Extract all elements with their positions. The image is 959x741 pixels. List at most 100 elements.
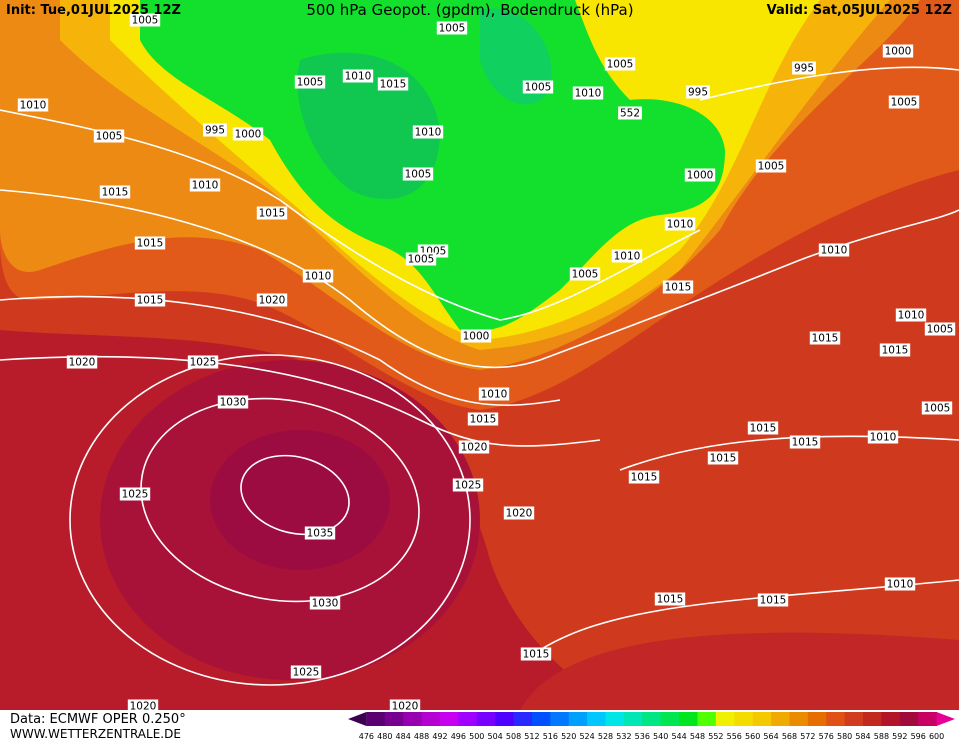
isobar-label-bg <box>217 395 249 409</box>
scale-label: 524 <box>579 732 594 741</box>
isobar-label-bg <box>618 106 642 120</box>
isobar-label-bg <box>342 69 374 83</box>
isobar-label-bg <box>611 249 643 263</box>
isobar-label: 1005 <box>891 97 918 109</box>
scale-arrow <box>936 712 955 726</box>
scale-swatch <box>679 712 698 726</box>
scale-swatch <box>587 712 607 726</box>
isobar-label: 1035 <box>307 528 334 540</box>
isobar-label-bg <box>686 85 710 99</box>
scale-label: 556 <box>727 732 742 741</box>
valid-time: Valid: Sat,05JUL2025 12Z <box>767 3 952 18</box>
isobar-label-bg <box>662 280 694 294</box>
isobar-label: 1010 <box>575 88 602 100</box>
scale-swatch <box>531 712 551 726</box>
scale-label: 476 <box>359 732 374 741</box>
isobar-label: 1010 <box>667 219 694 231</box>
map-title: 500 hPa Geopot. (gpdm), Bodendruck (hPa) <box>306 1 633 19</box>
isobar-label: 1010 <box>614 251 641 263</box>
isobars <box>0 66 959 686</box>
scale-label: 488 <box>414 732 429 741</box>
scale-swatch <box>752 712 772 726</box>
isobar-label-bg <box>792 61 816 75</box>
isobar-label: 1005 <box>927 324 954 336</box>
isobar-label-bg <box>452 478 484 492</box>
scale-swatch <box>366 712 386 726</box>
isobar-label-bg <box>460 329 492 343</box>
scale-swatch <box>918 712 938 726</box>
isobar-label-bg <box>924 322 956 336</box>
scale-label: 588 <box>874 732 889 741</box>
isobar-label: 1000 <box>463 331 490 343</box>
init-time: Init: Tue,01JUL2025 12Z <box>6 3 181 18</box>
isobar-label: 1015 <box>470 414 497 426</box>
isobar-label: 1015 <box>792 437 819 449</box>
scale-label: 492 <box>432 732 447 741</box>
isobar-label: 1015 <box>380 79 407 91</box>
isobar-label-bg <box>189 178 221 192</box>
scale-label: 564 <box>763 732 778 741</box>
scale-swatch <box>439 712 459 726</box>
isobar-label-bg <box>684 168 716 182</box>
scale-label: 536 <box>635 732 650 741</box>
isobar-label: 1020 <box>461 442 488 454</box>
isobar-label: 1015 <box>137 295 164 307</box>
isobar-label-bg <box>818 243 850 257</box>
isobar-label-bg <box>882 44 914 58</box>
isobar-label: 1020 <box>506 508 533 520</box>
scale-swatch <box>513 712 533 726</box>
isobar-label: 1005 <box>572 269 599 281</box>
isobar-label: 1010 <box>415 127 442 139</box>
isobar-label: 1005 <box>132 15 159 27</box>
scale-label: 516 <box>543 732 558 741</box>
isobar-label-bg <box>569 267 601 281</box>
scale-swatch <box>403 712 423 726</box>
isobar-label-bg <box>757 593 789 607</box>
isobar-label: 1005 <box>607 59 634 71</box>
isobar-label: 1010 <box>481 389 508 401</box>
scale-label: 496 <box>451 732 466 741</box>
isobar-label: 1015 <box>760 595 787 607</box>
scale-label: 532 <box>616 732 631 741</box>
isobar-label-bg <box>520 647 552 661</box>
isobar-label: 1020 <box>69 357 96 369</box>
scale-swatch <box>771 712 790 726</box>
scale-label: 484 <box>396 732 411 741</box>
map <box>0 0 959 710</box>
isobar-label: 1020 <box>392 701 419 713</box>
isobar-label-bg <box>478 387 510 401</box>
isobar-label: 1005 <box>439 23 466 35</box>
isobar-label-bg <box>127 699 159 713</box>
isobar-label: 1015 <box>750 423 777 435</box>
isobar-label-bg <box>304 526 336 540</box>
isobar-label-bg <box>119 487 151 501</box>
isobar-label-bg <box>503 506 535 520</box>
isobar-label-bg <box>66 355 98 369</box>
isobar-label-bg <box>134 293 166 307</box>
isobar-label-bg <box>389 699 421 713</box>
isobar-label-bg <box>302 269 334 283</box>
scale-label: 596 <box>911 732 926 741</box>
scale-label: 520 <box>561 732 576 741</box>
isobar-label-bg <box>867 430 899 444</box>
isobar-label-bg <box>921 401 953 415</box>
scale-label: 580 <box>837 732 852 741</box>
scale-label: 548 <box>690 732 705 741</box>
scale-swatch <box>568 712 588 726</box>
isobar-label-bg <box>809 331 841 345</box>
isobar-label-bg <box>93 129 125 143</box>
isobar-label-bg <box>377 77 409 91</box>
isobar-label-bg <box>294 75 326 89</box>
isobar-label: 1010 <box>192 180 219 192</box>
isobar-label-bg <box>654 592 686 606</box>
isobar-label-bg <box>436 21 468 35</box>
isobar-label-bg <box>628 470 660 484</box>
isobar-label: 1025 <box>190 357 217 369</box>
isobar-label: 1015 <box>812 333 839 345</box>
isobar-label: 1015 <box>523 649 550 661</box>
isobar-label: 1015 <box>710 453 737 465</box>
scale-label: 508 <box>506 732 521 741</box>
scale-label: 512 <box>524 732 539 741</box>
